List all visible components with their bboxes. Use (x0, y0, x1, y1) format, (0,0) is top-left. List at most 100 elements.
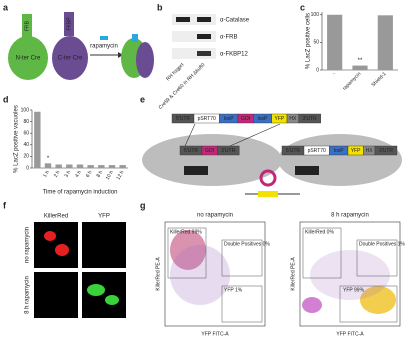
antibody-label: α-FRB (220, 35, 237, 41)
gate-label: YFP 1% (224, 287, 243, 293)
bar (108, 165, 116, 168)
gate (339, 285, 398, 323)
y-axis-label: % LacZ positive vacuoles (14, 105, 20, 173)
panel-label: g (140, 200, 146, 210)
rapamycin-label: rapamycin (90, 44, 118, 50)
row-label: no rapamycin (25, 227, 31, 263)
cell-cloud (310, 250, 390, 300)
cell-cloud (360, 286, 396, 314)
flow-plot (164, 221, 401, 327)
x-tick-label: 10 h (105, 169, 115, 181)
parasite-right (278, 134, 402, 186)
x-tick-label: rapamycin (342, 71, 363, 92)
construct-label: 3'UTR (303, 116, 317, 122)
x-tick-label: 3 h (64, 169, 73, 178)
band (197, 34, 211, 39)
bar (76, 164, 84, 168)
y-tick-label: 20 (23, 154, 29, 160)
panel-label: f (3, 200, 7, 210)
gate (167, 227, 207, 279)
gate (356, 239, 398, 277)
construct-box (374, 145, 398, 156)
column-label: YFP (98, 214, 110, 220)
gate-label: KillerRed 0% (305, 229, 334, 235)
n-ter-cre (8, 36, 48, 80)
y-tick-label: 0 (316, 67, 319, 73)
bar (66, 164, 73, 168)
panel-label: a (3, 2, 9, 12)
bar (98, 165, 105, 168)
x-tick-label: 1 h (42, 169, 51, 178)
construct-label: GOI (241, 116, 250, 122)
bar (55, 164, 62, 168)
complex-c (136, 42, 154, 78)
blot-strip (172, 48, 216, 59)
parasite-left (142, 134, 282, 186)
y-tick-label: 60 (23, 131, 29, 137)
construct-label: 5'UTR (286, 148, 300, 154)
bar (44, 163, 52, 168)
frb-domain (22, 14, 32, 38)
gate-label: YFP 99% (343, 287, 365, 293)
bar (119, 165, 126, 168)
annotation: * (47, 156, 50, 162)
band (197, 17, 211, 22)
construct-box (298, 113, 321, 124)
arrowhead (118, 52, 123, 58)
y-axis-label: % LacZ positive cells (306, 13, 312, 69)
gate (302, 227, 342, 279)
y-axis-label: KillerRed PE-A (290, 257, 296, 291)
y-tick-label: 100 (21, 107, 30, 113)
construct-label: pSRT70 (308, 148, 326, 154)
x-tick-label: 2 h (53, 169, 62, 178)
y-tick-label: 80 (23, 119, 29, 125)
bar (352, 65, 368, 70)
green-cells (105, 295, 119, 305)
plot-title: no rapamycin (197, 213, 233, 219)
micrograph (34, 222, 78, 268)
construct-label: loxP (334, 148, 344, 154)
construct-label: YFP (275, 116, 285, 122)
panel-label: e (140, 94, 145, 104)
panel-label: b (157, 2, 163, 12)
x-axis-label: Time of rapamycin induction (43, 190, 118, 196)
y-axis-label: KillerRed PE-A (155, 257, 161, 291)
construct-label: HX (366, 148, 374, 154)
x-tick-label: 8 h (96, 169, 105, 178)
gate (221, 239, 263, 277)
y-tick-label: 50 (313, 40, 319, 46)
cell-cloud (302, 297, 322, 313)
n-ter-label: N-ter Cre (16, 56, 41, 62)
micrograph (34, 272, 78, 318)
gate-label: KillerRed 99% (170, 229, 202, 235)
construct-label: 5'UTR (184, 148, 198, 154)
gate (221, 285, 263, 323)
bar (87, 165, 94, 168)
annotation: ** (358, 58, 363, 64)
construct-label: pSRT70 (198, 116, 216, 122)
western-blot (172, 14, 216, 59)
construct-label: 5'UTR (176, 116, 190, 122)
panel-label: d (3, 94, 9, 104)
c-ter-cre (52, 36, 88, 80)
construct-label: GOI (205, 148, 214, 154)
micrograph (82, 222, 126, 268)
construct-box (216, 145, 240, 156)
red-cells (55, 244, 69, 256)
x-tick-label: 4 h (74, 169, 83, 178)
column-label: KillerRed (44, 214, 68, 220)
x-tick-label: 12 h (115, 169, 125, 181)
x-axis-label: YFP FITC-A (336, 331, 364, 337)
fkbp-domain (64, 12, 74, 36)
bar (377, 15, 393, 70)
x-tick-label: - (332, 71, 338, 77)
construct-label: loxP (258, 116, 268, 122)
recombination-line (229, 123, 281, 147)
construct-label: 3'UTR (379, 148, 393, 154)
green-cells (87, 284, 105, 296)
construct-label: loxP (224, 116, 234, 122)
construct-label: YFP (351, 148, 361, 154)
dicre-label: DiCre (190, 168, 203, 174)
recombination-line (184, 123, 196, 147)
